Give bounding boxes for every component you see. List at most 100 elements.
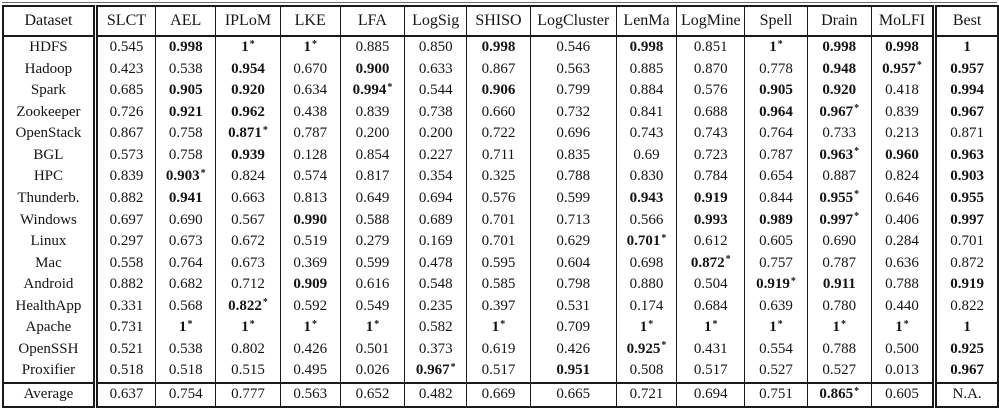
accuracy-cell: 0.672: [215, 230, 281, 253]
accuracy-cell: 0.665: [529, 381, 617, 407]
accuracy-cell: 0.871*: [215, 123, 281, 145]
accuracy-cell: 0.518: [155, 359, 217, 383]
accuracy-cell: 0.605: [870, 381, 936, 407]
accuracy-cell: 0.431: [676, 338, 746, 360]
best-marker-asterisk: *: [725, 254, 731, 266]
best-cell: 0.967: [932, 359, 999, 383]
accuracy-cell: 0.684: [676, 295, 746, 317]
accuracy-cell: 0.682: [155, 273, 217, 296]
accuracy-cell: 0.787: [806, 252, 872, 274]
accuracy-cell: 0.839: [94, 166, 157, 188]
table-row: OpenSSH 0.521 0.538 0.802 0.426 0.501 0.373 0.6…: [2, 338, 999, 360]
header-row: Dataset SLCT AEL IPLoM LKE LFA LogSig SHISO LogC…: [2, 6, 999, 37]
accuracy-cell: 0.558: [94, 252, 157, 274]
column-header-logmine: LogMine: [676, 6, 746, 37]
accuracy-cell: 0.354: [404, 166, 468, 188]
accuracy-cell: 0.128: [279, 144, 341, 167]
best-marker-asterisk: *: [854, 103, 860, 115]
accuracy-cell: 0.844: [744, 187, 808, 210]
accuracy-cell: 0.867: [94, 123, 157, 145]
table-row: Zookeeper 0.726 0.921 0.962 0.438 0.839 0.738 0…: [2, 101, 999, 124]
best-marker-asterisk: *: [661, 340, 667, 352]
accuracy-cell: 0.701: [466, 230, 531, 253]
column-header-iplom: IPLoM: [215, 6, 281, 37]
best-marker-asterisk: *: [262, 124, 268, 136]
table-row: Android 0.882 0.682 0.712 0.909 0.616 0.548 0.5…: [2, 273, 999, 296]
accuracy-cell: 0.519: [279, 230, 341, 253]
accuracy-cell: 0.920: [215, 80, 281, 102]
accuracy-cell: 0.722: [466, 123, 531, 145]
best-cell: 0.925: [932, 338, 999, 360]
best-cell: 0.994: [932, 80, 999, 102]
accuracy-cell: 0.993: [676, 209, 746, 231]
table-top-rule: [2, 2, 997, 3]
accuracy-cell: 0.885: [615, 58, 678, 81]
accuracy-cell: 0.200: [339, 123, 406, 145]
accuracy-cell: 0.599: [529, 187, 617, 210]
column-header-lenma: LenMa: [615, 6, 678, 37]
accuracy-cell: 0.331: [94, 295, 157, 317]
accuracy-cell: 0.743: [676, 123, 746, 145]
best-cell: 0.997: [932, 209, 999, 231]
accuracy-cell: 0.517: [676, 359, 746, 383]
best-marker-asterisk: *: [903, 318, 909, 330]
best-marker-asterisk: *: [262, 297, 268, 309]
dataset-label: OpenSSH: [2, 338, 98, 360]
accuracy-cell: 0.538: [155, 338, 217, 360]
accuracy-cell: 0.633: [404, 58, 468, 81]
best-marker-asterisk: *: [374, 318, 380, 330]
best-cell: 0.919: [932, 273, 999, 296]
best-cell: 0.871: [932, 123, 999, 145]
table-row: Windows 0.697 0.690 0.567 0.990 0.588 0.689 0.7…: [2, 209, 999, 231]
accuracy-cell: 0.954: [215, 58, 281, 81]
accuracy-cell: 0.905: [744, 80, 808, 102]
accuracy-cell: 0.654: [744, 166, 808, 188]
accuracy-cell: 0.751: [744, 381, 808, 407]
accuracy-cell: 0.566: [615, 209, 678, 231]
table-row: Apache 0.731 1* 1* 1* 1* 0.582 1* 0.709 1* 1* 1* 1* 1…: [2, 316, 999, 339]
accuracy-cell: 0.697: [94, 209, 157, 231]
dataset-label: HDFS: [2, 36, 98, 59]
accuracy-cell: 0.406: [870, 209, 936, 231]
accuracy-cell: 0.882: [94, 187, 157, 210]
accuracy-cell: 0.279: [339, 230, 406, 253]
accuracy-cell: 0.799: [529, 80, 617, 102]
best-marker-asterisk: *: [854, 385, 860, 397]
accuracy-cell: 0.545: [94, 36, 157, 59]
accuracy-cell: 0.758: [155, 123, 217, 145]
column-header-spell: Spell: [744, 6, 808, 37]
best-cell: 0.963: [932, 144, 999, 167]
accuracy-cell: 0.554: [744, 338, 808, 360]
accuracy-cell: 0.515: [215, 359, 281, 383]
best-marker-asterisk: *: [187, 318, 193, 330]
accuracy-cell: 0.701*: [615, 230, 678, 253]
accuracy-cell: 0.919: [676, 187, 746, 210]
accuracy-cell: 0.629: [529, 230, 617, 253]
accuracy-cell: 1*: [215, 36, 281, 59]
accuracy-cell: 0.713: [529, 209, 617, 231]
accuracy-cell: 0.235: [404, 295, 468, 317]
accuracy-cell: 0.696: [529, 123, 617, 145]
accuracy-cell: 0.839: [339, 101, 406, 124]
best-marker-asterisk: *: [790, 275, 796, 287]
best-marker-asterisk: *: [854, 211, 860, 222]
accuracy-table: Dataset SLCT AEL IPLoM LKE LFA LogSig SHISO LogC…: [2, 5, 999, 408]
accuracy-cell: 0.690: [806, 230, 872, 253]
accuracy-cell: 1*: [155, 316, 217, 339]
accuracy-cell: 0.595: [466, 252, 531, 274]
best-marker-asterisk: *: [712, 318, 718, 330]
accuracy-cell: 0.880: [615, 273, 678, 296]
accuracy-cell: 0.998: [466, 36, 531, 59]
accuracy-cell: 0.788: [529, 166, 617, 188]
accuracy-cell: 0.440: [870, 295, 936, 317]
accuracy-cell: 0.850: [404, 36, 468, 59]
dataset-label: Zookeeper: [2, 101, 98, 124]
accuracy-cell: 1*: [676, 316, 746, 339]
column-header-shiso: SHISO: [466, 6, 531, 37]
best-cell: 0.822: [932, 295, 999, 317]
accuracy-cell: 0.733: [806, 123, 872, 145]
accuracy-cell: 0.576: [676, 80, 746, 102]
accuracy-cell: 0.989: [744, 209, 808, 231]
table-row: HDFS 0.545 0.998 1* 1* 0.885 0.850 0.998 0.546 0.…: [2, 36, 999, 59]
